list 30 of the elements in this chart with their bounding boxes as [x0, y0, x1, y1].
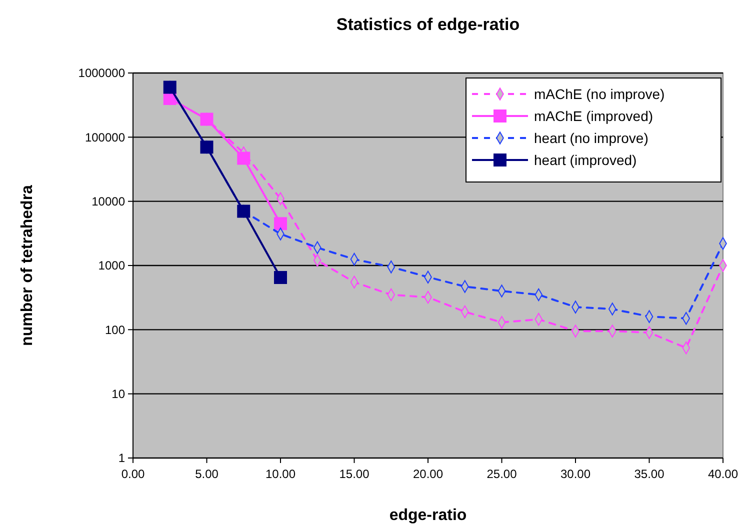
x-tick-label: 0.00 — [121, 467, 145, 481]
x-tick-label: 35.00 — [634, 467, 665, 481]
y-axis-title: number of tetrahedra — [19, 184, 36, 346]
y-tick-label: 10000 — [92, 194, 126, 209]
x-tick-label: 40.00 — [708, 467, 738, 481]
x-tick-label: 20.00 — [412, 467, 444, 481]
y-tick-label: 10 — [112, 387, 126, 402]
point — [163, 80, 176, 94]
x-tick-label: 10.00 — [265, 467, 296, 481]
legend-label: mAChE (no improve) — [534, 86, 665, 102]
y-tick-label: 1000 — [98, 258, 126, 273]
x-tick-label: 25.00 — [486, 467, 518, 481]
y-tick-label: 100 — [104, 322, 126, 337]
y-tick-label: 1 — [118, 451, 126, 466]
point — [237, 152, 250, 165]
point — [274, 271, 287, 284]
point — [237, 204, 250, 218]
point — [274, 217, 287, 230]
legend-label: heart (improved) — [534, 152, 637, 168]
point — [200, 140, 214, 154]
x-tick-label: 5.00 — [195, 467, 219, 481]
y-tick-label: 100000 — [84, 130, 126, 144]
x-tick-label: 30.00 — [560, 467, 591, 481]
x-tick-label: 15.00 — [339, 467, 370, 481]
legend-label: mAChE (improved) — [534, 108, 654, 124]
point — [200, 112, 214, 126]
legend-label: heart (no improve) — [534, 130, 648, 146]
y-tick-label: 1000000 — [78, 66, 126, 80]
chart-title: Statistics of edge-ratio — [336, 15, 520, 34]
x-axis-title: edge-ratio — [389, 507, 467, 524]
